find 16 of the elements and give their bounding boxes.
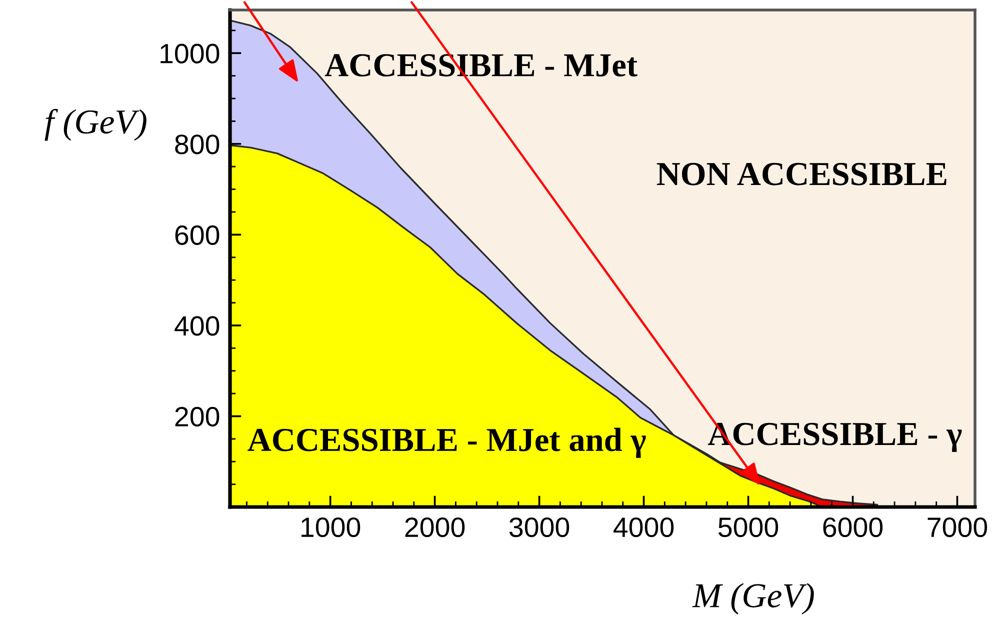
- y-axis-title: f (GeV): [44, 108, 146, 141]
- x-tick-label: 1000: [302, 517, 360, 538]
- x-tick-label: 4000: [614, 517, 674, 538]
- series-label: ACCESSIBLE - MJet and γ: [248, 428, 646, 458]
- y-tick-label: 400: [174, 316, 220, 336]
- x-tick-label: 7000: [928, 517, 988, 538]
- y-tick-label: 600: [175, 225, 220, 246]
- x-tick-label: 6000: [823, 517, 883, 538]
- x-tick-label: 2000: [405, 517, 465, 538]
- y-tick-label: 1000: [160, 44, 220, 64]
- annotation: NON ACCESSIBLE: [656, 162, 946, 186]
- x-axis-title: M (GeV): [692, 583, 814, 615]
- x-tick-label: 5000: [718, 517, 778, 538]
- x-tick-label: 3000: [509, 517, 570, 538]
- y-tick-label: 200: [175, 406, 220, 427]
- y-tick-label: 800: [175, 134, 220, 154]
